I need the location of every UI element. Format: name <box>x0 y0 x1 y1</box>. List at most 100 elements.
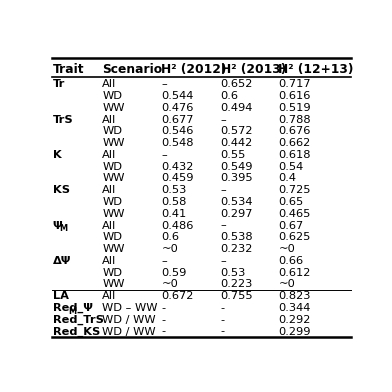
Text: 0.725: 0.725 <box>278 185 311 195</box>
Text: 0.432: 0.432 <box>162 162 194 172</box>
Text: WD: WD <box>102 232 122 242</box>
Text: 0.232: 0.232 <box>221 244 253 254</box>
Text: ~0: ~0 <box>162 279 178 289</box>
Text: 0.534: 0.534 <box>221 197 253 207</box>
Text: -: - <box>221 315 225 325</box>
Text: 0.55: 0.55 <box>221 150 246 160</box>
Text: KS: KS <box>53 185 70 195</box>
Text: 0.677: 0.677 <box>162 114 194 125</box>
Text: WD / WW: WD / WW <box>102 327 156 336</box>
Text: 0.58: 0.58 <box>162 197 187 207</box>
Text: H² (2013): H² (2013) <box>221 62 286 76</box>
Text: 0.662: 0.662 <box>278 138 310 148</box>
Text: –: – <box>221 221 227 230</box>
Text: 0.442: 0.442 <box>221 138 253 148</box>
Text: –: – <box>221 114 227 125</box>
Text: 0.494: 0.494 <box>221 103 253 113</box>
Text: Trait: Trait <box>53 62 84 76</box>
Text: 0.519: 0.519 <box>278 103 311 113</box>
Text: ~0: ~0 <box>278 244 295 254</box>
Text: 0.788: 0.788 <box>278 114 311 125</box>
Text: 0.476: 0.476 <box>162 103 194 113</box>
Text: Scenario: Scenario <box>102 62 162 76</box>
Text: Ψ: Ψ <box>53 221 62 230</box>
Text: TrS: TrS <box>53 114 73 125</box>
Text: WD / WW: WD / WW <box>102 315 156 325</box>
Text: 0.616: 0.616 <box>278 91 311 101</box>
Text: 0.59: 0.59 <box>162 268 187 278</box>
Text: All: All <box>102 185 116 195</box>
Text: 0.4: 0.4 <box>278 174 296 183</box>
Text: -: - <box>162 303 165 313</box>
Text: –: – <box>221 185 227 195</box>
Text: All: All <box>102 114 116 125</box>
Text: M: M <box>69 307 76 316</box>
Text: H² (12+13): H² (12+13) <box>278 62 354 76</box>
Text: 0.625: 0.625 <box>278 232 311 242</box>
Text: 0.612: 0.612 <box>278 268 311 278</box>
Text: 0.41: 0.41 <box>162 209 187 219</box>
Text: All: All <box>102 150 116 160</box>
Text: ~0: ~0 <box>278 279 295 289</box>
Text: WD: WD <box>102 126 122 136</box>
Text: 0.465: 0.465 <box>278 209 311 219</box>
Text: 0.297: 0.297 <box>221 209 253 219</box>
Text: WD: WD <box>102 268 122 278</box>
Text: –: – <box>162 256 167 266</box>
Text: -: - <box>162 327 165 336</box>
Text: –: – <box>221 256 227 266</box>
Text: 0.486: 0.486 <box>162 221 194 230</box>
Text: All: All <box>102 291 116 301</box>
Text: 0.618: 0.618 <box>278 150 311 160</box>
Text: WD: WD <box>102 91 122 101</box>
Text: 0.538: 0.538 <box>221 232 253 242</box>
Text: WW: WW <box>102 138 125 148</box>
Text: 0.223: 0.223 <box>221 279 253 289</box>
Text: WD: WD <box>102 162 122 172</box>
Text: 0.65: 0.65 <box>278 197 304 207</box>
Text: 0.292: 0.292 <box>278 315 311 325</box>
Text: WW: WW <box>102 279 125 289</box>
Text: ΔΨ: ΔΨ <box>53 256 71 266</box>
Text: Red_TrS: Red_TrS <box>53 315 103 325</box>
Text: 0.67: 0.67 <box>278 221 304 230</box>
Text: 0.54: 0.54 <box>278 162 304 172</box>
Text: -: - <box>162 315 165 325</box>
Text: Red_Ψ: Red_Ψ <box>53 303 93 313</box>
Text: WW: WW <box>102 209 125 219</box>
Text: -: - <box>221 303 225 313</box>
Text: LA: LA <box>53 291 69 301</box>
Text: M: M <box>59 224 67 233</box>
Text: 0.6: 0.6 <box>162 232 180 242</box>
Text: WW: WW <box>102 244 125 254</box>
Text: Red_KS: Red_KS <box>53 327 100 337</box>
Text: 0.549: 0.549 <box>221 162 253 172</box>
Text: K: K <box>53 150 62 160</box>
Text: 0.672: 0.672 <box>162 291 194 301</box>
Text: 0.53: 0.53 <box>162 185 187 195</box>
Text: All: All <box>102 221 116 230</box>
Text: 0.823: 0.823 <box>278 291 311 301</box>
Text: WW: WW <box>102 103 125 113</box>
Text: –: – <box>162 150 167 160</box>
Text: Tr: Tr <box>53 79 65 89</box>
Text: WW: WW <box>102 174 125 183</box>
Text: 0.572: 0.572 <box>221 126 253 136</box>
Text: WD: WD <box>102 197 122 207</box>
Text: 0.395: 0.395 <box>221 174 253 183</box>
Text: 0.53: 0.53 <box>221 268 246 278</box>
Text: 0.66: 0.66 <box>278 256 303 266</box>
Text: WD – WW: WD – WW <box>102 303 158 313</box>
Text: 0.652: 0.652 <box>221 79 253 89</box>
Text: 0.544: 0.544 <box>162 91 194 101</box>
Text: 0.6: 0.6 <box>221 91 239 101</box>
Text: 0.676: 0.676 <box>278 126 311 136</box>
Text: All: All <box>102 79 116 89</box>
Text: 0.548: 0.548 <box>162 138 194 148</box>
Text: 0.546: 0.546 <box>162 126 194 136</box>
Text: -: - <box>221 327 225 336</box>
Text: ~0: ~0 <box>162 244 178 254</box>
Text: 0.459: 0.459 <box>162 174 194 183</box>
Text: 0.299: 0.299 <box>278 327 311 336</box>
Text: 0.755: 0.755 <box>221 291 253 301</box>
